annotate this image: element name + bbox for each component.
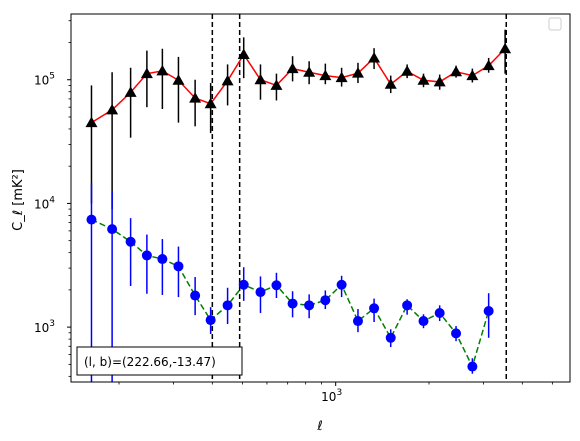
data-point (172, 74, 185, 85)
data-point (205, 315, 216, 326)
data-point (304, 300, 315, 311)
legend (548, 17, 562, 31)
data-point (271, 280, 282, 291)
data-point (369, 303, 380, 314)
data-point (85, 116, 98, 128)
data-point (466, 69, 479, 81)
data-point (418, 316, 429, 327)
data-point (303, 66, 316, 77)
data-point (287, 298, 298, 309)
data-point (190, 290, 201, 301)
data-point (319, 69, 332, 81)
data-point (204, 97, 217, 109)
data-point (351, 67, 364, 78)
data-point (124, 86, 137, 97)
data-point (222, 300, 233, 311)
data-point (86, 214, 97, 225)
data-point (189, 92, 202, 103)
data-point (156, 64, 169, 76)
plot-area (85, 14, 512, 382)
data-point (450, 65, 463, 77)
data-point (451, 328, 462, 339)
data-point (483, 305, 494, 316)
data-point (320, 295, 331, 306)
data-point (173, 261, 184, 272)
annotation-text: (l, b)=(222.66,-13.47) (84, 355, 216, 369)
data-point (238, 279, 249, 290)
series-1 (85, 29, 512, 210)
y-tick-label: 105 (34, 72, 55, 88)
data-point (106, 103, 119, 115)
data-point (286, 62, 299, 74)
data-point (255, 287, 266, 298)
y-axis-label: C_ℓ [mK²] (11, 169, 26, 231)
plot-frame (70, 13, 571, 383)
data-point (368, 51, 381, 63)
data-point (254, 73, 267, 85)
data-point (336, 279, 347, 290)
data-point (467, 361, 478, 372)
data-point (385, 332, 396, 343)
data-point (237, 48, 250, 59)
data-point (499, 42, 512, 54)
data-point (335, 71, 348, 83)
data-point (270, 79, 283, 90)
data-point (401, 65, 414, 76)
data-point (352, 316, 363, 327)
data-point (417, 74, 430, 85)
data-point (107, 224, 118, 235)
y-tick-label: 104 (34, 195, 55, 211)
data-point (140, 67, 153, 79)
axis-ticks: 103 103 104 105 (34, 20, 553, 404)
data-point (482, 59, 495, 71)
series-line (91, 218, 490, 369)
data-point (141, 250, 152, 261)
x-tick-label: 103 (321, 388, 342, 404)
data-point (221, 74, 234, 86)
data-point (157, 254, 168, 265)
data-point (434, 308, 445, 319)
y-tick-label: 103 (34, 319, 55, 335)
annotation-frame (76, 346, 243, 376)
x-axis-label: ℓ (316, 419, 322, 434)
data-point (125, 236, 136, 247)
annotation-box: (l, b)=(222.66,-13.47) (76, 346, 243, 376)
legend-box (548, 17, 562, 31)
data-point (384, 78, 397, 89)
data-point (433, 75, 446, 87)
data-point (402, 300, 413, 311)
